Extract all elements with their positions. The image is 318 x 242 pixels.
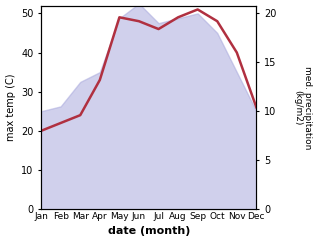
Y-axis label: med. precipitation
(kg/m2): med. precipitation (kg/m2) bbox=[293, 66, 313, 149]
Y-axis label: max temp (C): max temp (C) bbox=[5, 74, 16, 141]
X-axis label: date (month): date (month) bbox=[107, 227, 190, 236]
